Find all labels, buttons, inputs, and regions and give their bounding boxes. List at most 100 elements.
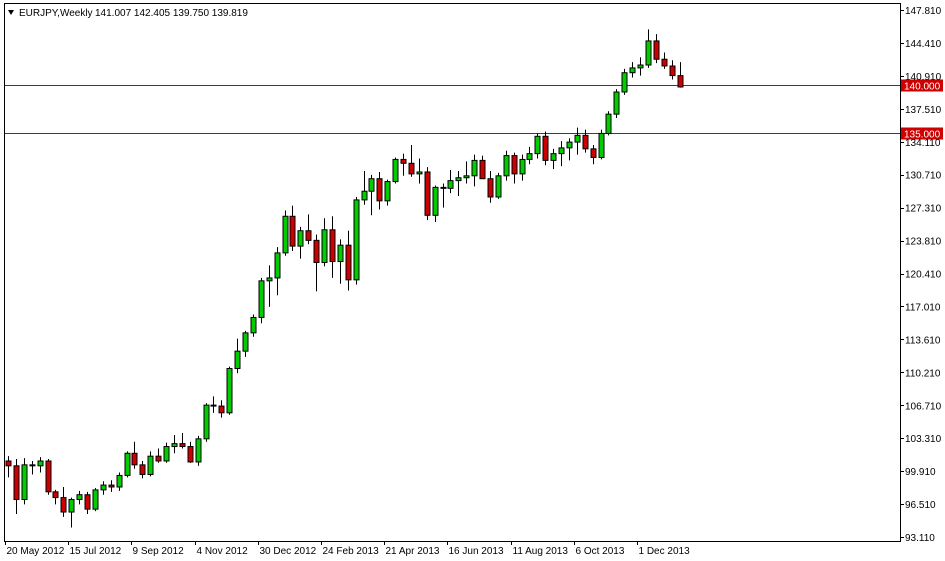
candle-body <box>605 113 612 134</box>
candle-body <box>187 446 194 463</box>
y-tick-label: 147.810 <box>905 6 942 17</box>
y-tick-label: 144.410 <box>905 39 942 50</box>
candle-body <box>29 464 36 467</box>
y-tick-label: 127.310 <box>905 204 942 215</box>
y-tick-label: 120.410 <box>905 270 942 281</box>
candle-body <box>677 75 684 88</box>
candle-body <box>424 171 431 216</box>
candle-body <box>124 452 131 476</box>
x-tick-label: 6 Oct 2013 <box>576 546 625 557</box>
candle-body <box>384 181 391 202</box>
candle-body <box>155 455 162 462</box>
candle-body <box>574 134 581 143</box>
candle-body <box>92 489 99 510</box>
candle-body <box>116 474 123 488</box>
candle-body <box>297 230 304 247</box>
candle-body <box>487 178 494 198</box>
candle-body <box>52 491 59 499</box>
ohlc-values: 141.007 142.405 139.750 139.819 <box>95 8 248 19</box>
candle-body <box>203 404 210 440</box>
price-axis: 147.810 144.410 140.910 137.510 134.110 130.7… <box>900 6 942 544</box>
candle-body <box>100 484 107 491</box>
y-tick-label: 130.710 <box>905 171 942 182</box>
x-tick-label: 9 Sep 2012 <box>133 546 185 557</box>
candle-body <box>590 148 597 159</box>
candle-body <box>471 159 478 177</box>
y-tick-label: 110.210 <box>905 368 941 379</box>
candle-body <box>511 155 518 175</box>
candle-body <box>108 484 115 488</box>
x-tick-label: 15 Jul 2012 <box>70 546 122 557</box>
candle-body <box>37 460 44 467</box>
candle-body <box>629 67 636 74</box>
symbol-label: EURJPY,Weekly <box>19 8 93 19</box>
candle-body <box>526 153 533 160</box>
x-tick-label: 20 May 2012 <box>7 546 65 557</box>
candle-body <box>416 171 423 175</box>
candle-body <box>84 494 91 510</box>
candle-body <box>550 153 557 161</box>
candle-body <box>171 443 178 448</box>
y-tick-label: 106.710 <box>905 401 942 412</box>
candle-body <box>21 464 28 501</box>
candle-body <box>345 244 352 281</box>
candle-body <box>440 186 447 189</box>
candle-body <box>653 40 660 60</box>
candle-body <box>139 464 146 475</box>
candle-body <box>637 64 644 69</box>
candle-body <box>376 178 383 202</box>
y-tick-label: 134.110 <box>905 138 941 149</box>
candle-body <box>210 404 217 407</box>
candle-body <box>13 465 20 501</box>
candle-body <box>353 199 360 281</box>
candle-body <box>218 405 225 414</box>
candles <box>5 29 684 528</box>
dropdown-triangle-icon[interactable] <box>8 10 14 15</box>
candle-body <box>661 58 668 67</box>
candle-body <box>163 446 170 462</box>
candle-body <box>76 494 83 501</box>
level-label-box <box>901 127 943 140</box>
candle-body <box>242 332 249 352</box>
level-label: 140.000 <box>904 82 941 93</box>
candle-body <box>250 316 257 334</box>
candle-body <box>289 215 296 247</box>
candle-body <box>68 499 75 513</box>
candle-body <box>621 72 628 93</box>
candle-body <box>147 455 154 475</box>
candle-body <box>60 497 67 513</box>
candle-body <box>669 65 676 77</box>
level-label-box <box>901 79 943 92</box>
y-tick-label: 99.910 <box>905 467 936 478</box>
candle-body <box>582 134 589 150</box>
y-tick-label: 113.610 <box>905 335 941 346</box>
candle-body <box>613 91 620 115</box>
candle-body <box>519 158 526 175</box>
candle-body <box>258 280 265 318</box>
x-tick-label: 4 Nov 2012 <box>197 546 249 557</box>
y-tick-label: 137.510 <box>905 105 942 116</box>
candle-body <box>195 438 202 463</box>
y-tick-label: 123.810 <box>905 237 942 248</box>
candle-body <box>479 159 486 180</box>
time-axis: 20 May 2012 15 Jul 2012 9 Sep 2012 4 Nov 20… <box>5 541 690 557</box>
candle-body <box>495 175 502 198</box>
candle-body <box>534 135 541 155</box>
candle-body <box>45 460 52 493</box>
candle-body <box>321 229 328 264</box>
candle-body <box>432 186 439 216</box>
candle-body <box>368 178 375 192</box>
candle-body <box>447 180 454 189</box>
candle-body <box>234 350 241 369</box>
candle-body <box>645 40 652 66</box>
candle-body <box>566 141 573 149</box>
candle-body <box>274 252 281 279</box>
x-tick-label: 21 Apr 2013 <box>386 546 440 557</box>
level-label: 135.000 <box>904 130 941 141</box>
candle-body <box>558 147 565 155</box>
candle-body <box>392 158 399 183</box>
candle-body <box>598 132 605 159</box>
candle-body <box>329 229 336 263</box>
